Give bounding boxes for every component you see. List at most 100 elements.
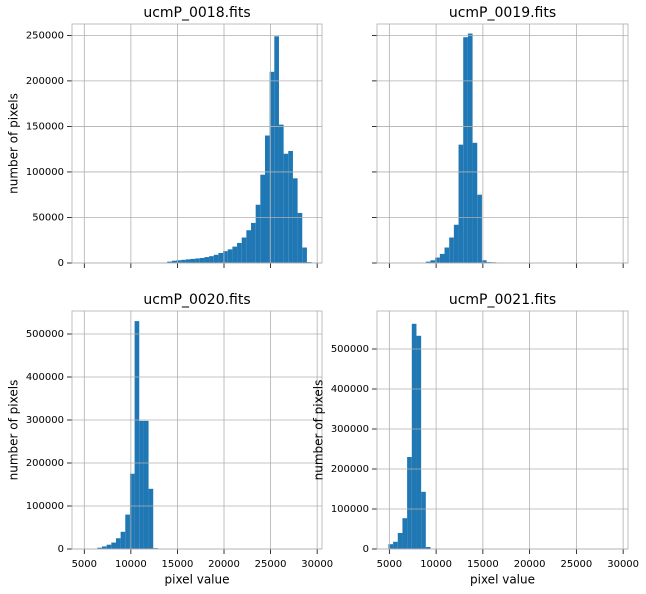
y-tick-label: 100000	[331, 504, 369, 515]
histogram-bar	[143, 420, 149, 549]
histogram-bar	[237, 242, 242, 263]
histogram-bar	[134, 321, 140, 549]
histogram-bar	[171, 260, 177, 263]
y-tick-label: 400000	[331, 384, 369, 395]
x-axis-label: pixel value	[165, 573, 230, 587]
histogram-bar	[467, 33, 473, 264]
histogram-bar	[260, 174, 265, 263]
histogram-bar	[425, 547, 431, 549]
y-tick-label: 200000	[26, 458, 64, 469]
histogram-bar	[209, 256, 214, 263]
x-axis-label: pixel value	[470, 573, 535, 587]
histogram-bar	[227, 249, 233, 263]
x-tick-label: 20000	[514, 559, 546, 570]
chart-title: ucmP_0021.fits	[449, 292, 556, 308]
y-axis-label: number of pixels	[7, 93, 21, 194]
y-tick-label: 500000	[331, 344, 369, 355]
histogram-bar	[185, 259, 191, 263]
y-tick-label: 500000	[26, 329, 64, 340]
y-tick-label: 200000	[26, 76, 64, 87]
histogram-bar	[486, 262, 492, 263]
y-tick-label: 50000	[32, 212, 64, 223]
histogram-bar	[125, 514, 130, 549]
histogram-bar	[101, 546, 107, 549]
axes-frame	[376, 23, 629, 264]
histogram-bar	[213, 254, 219, 263]
y-tick-label: 0	[58, 544, 64, 555]
axes-frame	[71, 23, 323, 264]
histogram-bar	[388, 544, 394, 549]
histogram-bar	[472, 142, 478, 263]
subplot: 0 50000 100000 150000 200000 250000 ucmP_0018.…	[7, 5, 323, 269]
x-tick-label: 5000	[377, 559, 402, 570]
histogram-bar	[283, 153, 289, 263]
histogram-bar	[255, 204, 261, 263]
histogram-bar	[120, 531, 126, 549]
histogram-bar	[199, 257, 205, 263]
histogram-bar	[407, 457, 412, 549]
x-tick-label: 15000	[467, 559, 499, 570]
histogram-bar	[481, 260, 487, 263]
histogram-bar	[302, 247, 307, 263]
histogram-bar	[453, 224, 459, 263]
histogram-bar	[218, 252, 224, 263]
histogram-bar	[106, 544, 112, 549]
histogram-bar	[232, 246, 238, 263]
histogram-bar	[129, 473, 135, 549]
histogram-bar	[148, 488, 154, 549]
x-tick-label: 10000	[115, 559, 147, 570]
histogram-bar	[139, 420, 144, 549]
histogram-bar	[288, 151, 293, 263]
histogram-bar	[269, 71, 275, 263]
histogram-bar	[176, 260, 182, 263]
y-tick-label: 300000	[26, 415, 64, 426]
x-tick-label: 30000	[301, 559, 333, 570]
y-tick-label: 0	[58, 258, 64, 269]
histogram-bar	[223, 251, 228, 263]
histogram-bar	[251, 222, 256, 263]
histogram-bar	[411, 323, 417, 549]
histogram-bar	[306, 262, 312, 263]
x-tick-label: 25000	[560, 559, 592, 570]
histogram-bar	[246, 230, 252, 263]
histogram-bar	[435, 257, 440, 263]
histogram-bar	[97, 547, 102, 549]
subplot: 5000 10000 15000 20000 25000 3000001000002000…	[312, 292, 640, 587]
histogram-bar	[449, 237, 454, 263]
x-tick-label: 30000	[607, 559, 639, 570]
histogram-bar	[241, 237, 247, 263]
x-tick-label: 5000	[72, 559, 97, 570]
histogram-bar	[181, 259, 186, 263]
chart-title: ucmP_0018.fits	[143, 5, 250, 21]
subplot: ucmP_0019.fits	[372, 5, 629, 268]
plot-area	[72, 311, 322, 549]
histogram-bar	[463, 37, 468, 263]
chart-title: ucmP_0020.fits	[143, 292, 250, 308]
histogram-bar	[115, 538, 121, 549]
axes-frame	[376, 310, 629, 550]
y-axis-label: number of pixels	[312, 380, 326, 481]
histogram-bar	[458, 144, 464, 263]
y-tick-label: 0	[363, 544, 369, 555]
histogram-bar	[402, 518, 408, 549]
histogram-bar	[439, 253, 445, 263]
x-tick-label: 25000	[255, 559, 287, 570]
histogram-bar	[190, 258, 196, 263]
histogram-bar	[297, 212, 303, 263]
histogram-bar	[278, 124, 284, 263]
histogram-bar	[274, 36, 279, 263]
y-tick-label: 100000	[26, 167, 64, 178]
histogram-bar	[416, 335, 422, 549]
y-tick-label: 200000	[331, 464, 369, 475]
histogram-bar	[421, 491, 426, 549]
y-tick-label: 150000	[26, 121, 64, 132]
histogram-bar	[444, 247, 450, 263]
y-tick-label: 400000	[26, 372, 64, 383]
y-tick-label: 250000	[26, 30, 64, 41]
y-tick-label: 100000	[26, 501, 64, 512]
y-axis-label: number of pixels	[7, 380, 21, 481]
histogram-bar	[111, 542, 116, 549]
histogram-bar	[430, 260, 436, 263]
x-tick-label: 15000	[162, 559, 194, 570]
